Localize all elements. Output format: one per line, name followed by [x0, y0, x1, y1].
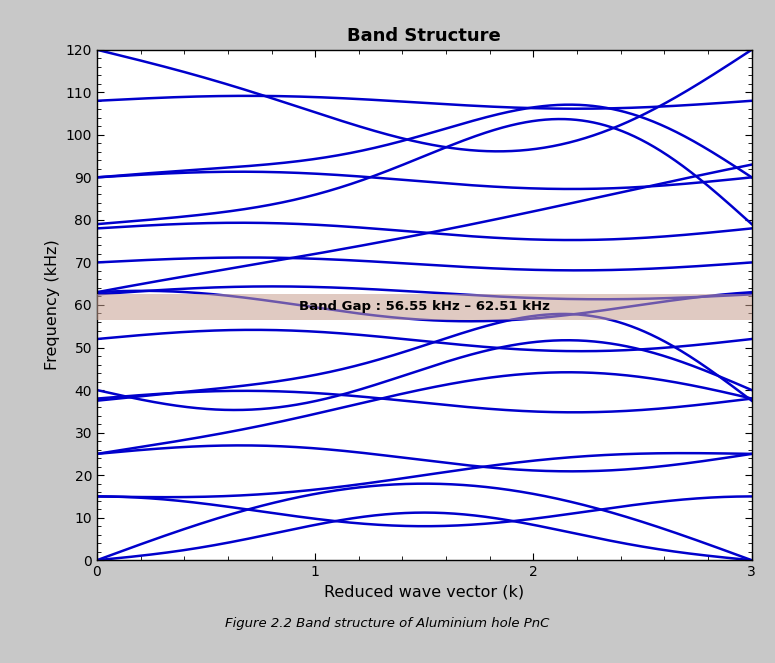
- Bar: [97, 294, 752, 320]
- Text: Figure 2.2 Band structure of Aluminium hole PnC: Figure 2.2 Band structure of Aluminium h…: [226, 617, 549, 630]
- Title: Band Structure: Band Structure: [347, 27, 501, 45]
- Text: Band Gap : 56.55 kHz – 62.51 kHz: Band Gap : 56.55 kHz – 62.51 kHz: [299, 300, 549, 314]
- X-axis label: Reduced wave vector (k): Reduced wave vector (k): [324, 585, 525, 599]
- Y-axis label: Frequency (kHz): Frequency (kHz): [45, 239, 60, 371]
